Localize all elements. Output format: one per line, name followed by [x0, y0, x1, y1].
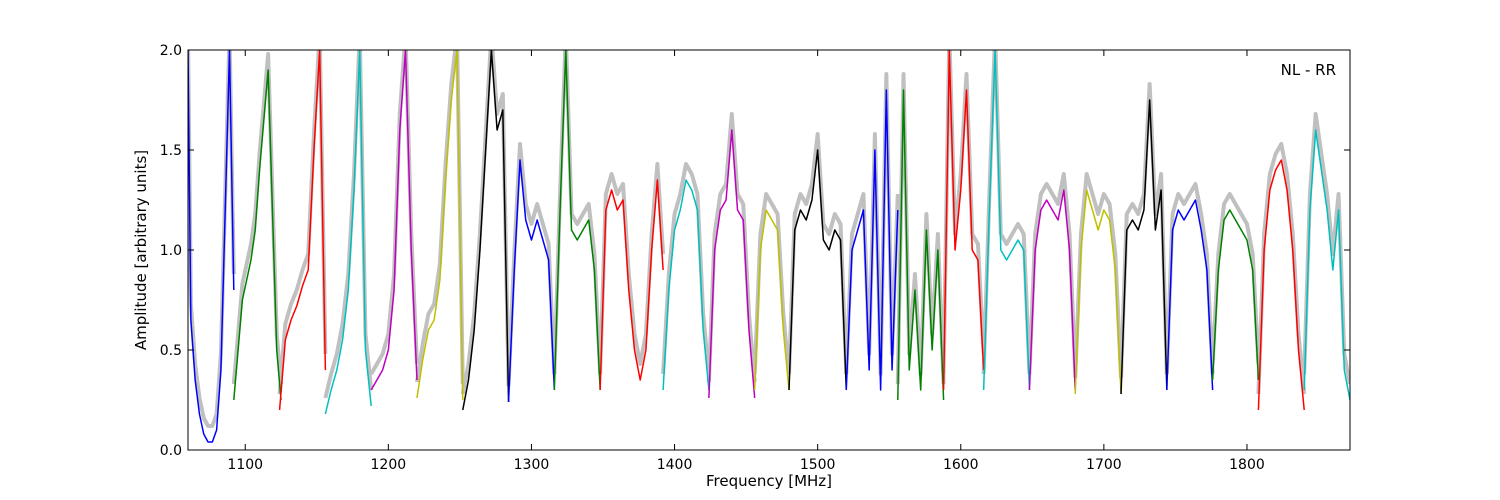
series-line [1211, 209, 1260, 381]
series-line [599, 179, 664, 391]
background-trace [1027, 172, 1078, 375]
y-tick-label: 1.5 [160, 143, 182, 159]
x-tick-label: 1100 [227, 457, 263, 473]
background-trace [460, 50, 511, 395]
background-trace [661, 162, 711, 375]
series-line [507, 159, 556, 403]
x-tick-label: 1500 [800, 457, 836, 473]
background-trace [1256, 142, 1307, 395]
background-trace [414, 50, 465, 385]
x-tick-label: 1600 [943, 457, 979, 473]
y-tick-label: 0.5 [160, 343, 182, 359]
y-tick-label: 2.0 [160, 43, 182, 59]
panel-annotation: NL - RR [1281, 61, 1336, 79]
series-line [1028, 189, 1076, 391]
series-line [416, 50, 464, 401]
series-line [897, 89, 945, 401]
background-trace [752, 192, 792, 375]
y-tick-label: 1.0 [160, 243, 182, 259]
series-line [462, 50, 510, 411]
y-tick-label: 0.0 [160, 443, 182, 459]
plot-area [188, 50, 1350, 443]
background-trace [598, 162, 666, 375]
series-line [233, 69, 282, 401]
background-trace [787, 132, 849, 375]
background-trace [1164, 182, 1215, 375]
series-line [324, 50, 372, 415]
background-trace [1073, 172, 1124, 379]
x-tick-label: 1700 [1086, 457, 1122, 473]
series-line [982, 50, 1031, 391]
series-line [1074, 189, 1122, 395]
series-line [942, 50, 985, 391]
series-line [753, 209, 790, 391]
background-trace [1119, 82, 1169, 379]
series-line [278, 50, 327, 411]
x-tick-label: 1800 [1229, 457, 1265, 473]
series-layer [188, 50, 1350, 443]
y-axis-label: Amplitude [arbitrary units] [132, 150, 150, 350]
series-line [1257, 159, 1305, 411]
series-line [788, 149, 848, 391]
series-line [845, 89, 899, 391]
x-axis-label: Frequency [MHz] [706, 472, 832, 490]
background-trace [506, 142, 557, 387]
series-line [1166, 199, 1214, 391]
series-line [188, 50, 235, 443]
x-tick-label: 1400 [657, 457, 693, 473]
y-axis: 0.0 0.5 1.0 1.5 2.0 [160, 43, 1350, 459]
series-line [370, 50, 418, 391]
series-line [1120, 99, 1168, 395]
series-line [553, 50, 601, 391]
series-line [662, 179, 710, 391]
x-tick-label: 1200 [371, 457, 407, 473]
series-line [708, 129, 756, 399]
x-axis: 1100 1200 1300 1400 1500 1600 1700 1800 [227, 50, 1265, 473]
series-line [1303, 129, 1350, 401]
background-trace [706, 112, 757, 383]
background-trace [1210, 192, 1261, 365]
background-trace [277, 50, 328, 395]
x-tick-label: 1300 [514, 457, 550, 473]
